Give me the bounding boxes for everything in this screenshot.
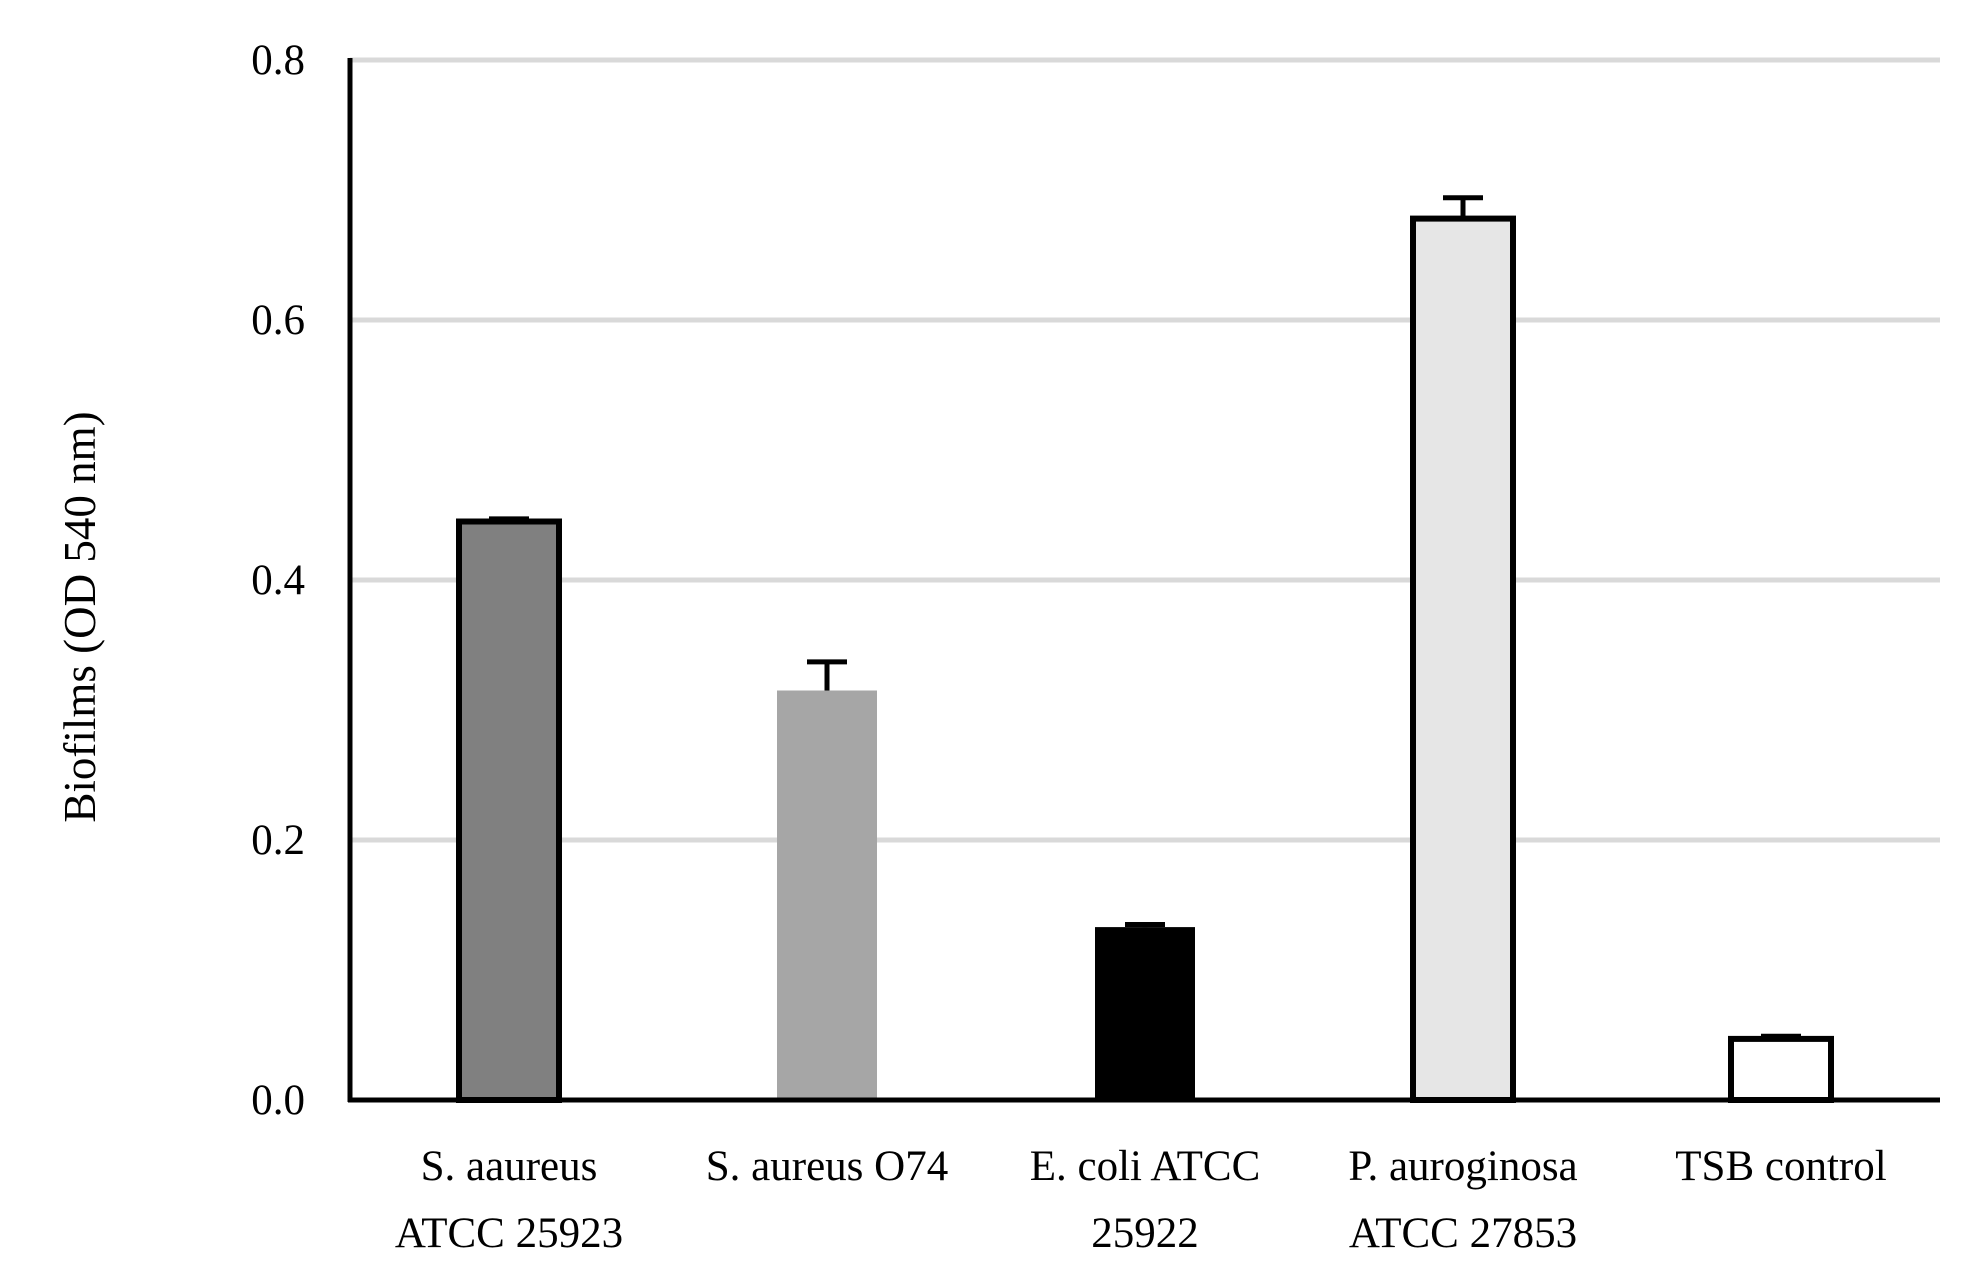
- y-tick-label: 0.4: [251, 557, 305, 604]
- x-category-label: ATCC 27853: [1349, 1210, 1577, 1257]
- y-axis-label: Biofilms (OD 540 nm): [55, 411, 105, 822]
- x-category-label: 25922: [1091, 1210, 1199, 1257]
- gridlines: [350, 57, 1940, 843]
- bars: [456, 215, 1834, 1104]
- error-bars: [489, 195, 1801, 1039]
- axes: [347, 58, 1940, 1103]
- y-tick-label: 0.8: [251, 37, 305, 84]
- y-tick-label: 0.6: [251, 297, 305, 344]
- bar: [1095, 927, 1195, 1100]
- bar: [1728, 1035, 1834, 1104]
- x-category-label: ATCC 25923: [395, 1210, 623, 1257]
- x-category-label: S. aaureus: [421, 1143, 598, 1190]
- y-tick-labels: 0.0 0.2 0.4 0.6 0.8: [251, 37, 305, 1124]
- bar: [1410, 215, 1516, 1104]
- y-tick-label: 0.0: [251, 1077, 305, 1124]
- y-tick-label: 0.2: [251, 817, 305, 864]
- x-category-labels: S. aaureus ATCC 25923 S. aureus O74 E. coli…: [395, 1143, 1887, 1257]
- x-category-label: TSB control: [1675, 1143, 1886, 1190]
- bar: [777, 690, 877, 1100]
- x-category-label: E. coli ATCC: [1030, 1143, 1261, 1190]
- x-category-label: S. aureus O74: [706, 1143, 948, 1190]
- x-category-label: P. auroginosa: [1348, 1143, 1577, 1190]
- bar: [456, 518, 562, 1103]
